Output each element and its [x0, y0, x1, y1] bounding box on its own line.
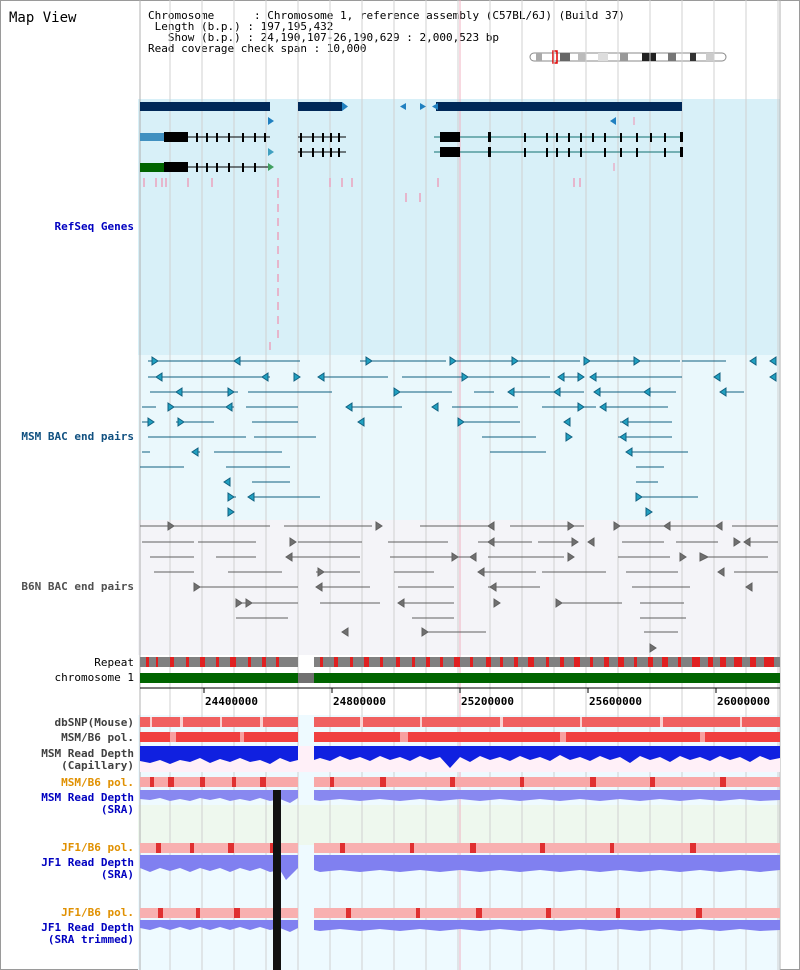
jf1-read-depth-sra-trimmed[interactable]: [140, 920, 780, 932]
label-msm-read-sra-1: MSM Read Depth: [41, 791, 134, 804]
label-msm-b6-pol-1: MSM/B6 pol.: [61, 731, 134, 744]
chromosome-ideogram[interactable]: [529, 50, 727, 64]
label-chromosome: chromosome 1: [54, 671, 134, 684]
grid-lines: [169, 0, 779, 970]
label-jf1-b6-pol-1: JF1/B6 pol.: [61, 841, 134, 854]
label-msm-read-cap-2: (Capillary): [61, 759, 134, 772]
label-jf1-read-trim-2: (SRA trimmed): [47, 933, 134, 946]
msm-read-depth-capillary[interactable]: [140, 746, 780, 772]
label-jf1-read-sra-2: (SRA): [100, 868, 134, 881]
jf1-read-depth-sra[interactable]: [140, 855, 780, 880]
chromosome-bar[interactable]: [140, 673, 780, 683]
info-chromosome: Chromosome : Chromosome 1, reference ass…: [148, 9, 625, 22]
info-length: Length (b.p.) : 197,195,432: [148, 20, 334, 33]
msm-b6-pol-track-1[interactable]: [140, 732, 780, 742]
axis-tick-label: 25600000: [589, 695, 642, 708]
axis-tick-label: 26000000: [717, 695, 770, 708]
msm-bac-pairs[interactable]: [140, 356, 777, 517]
label-b6n-bac: B6N BAC end pairs: [21, 580, 134, 593]
jf1-b6-pol-track-1[interactable]: [140, 843, 780, 853]
label-dbsnp: dbSNP(Mouse): [54, 716, 134, 729]
axis-tick-label: 24800000: [333, 695, 386, 708]
info-coverage: Read coverage check span : 10,000: [148, 42, 367, 55]
msm-sra-band: [138, 805, 780, 845]
gap-marker: [273, 790, 281, 970]
msm-read-depth-sra[interactable]: [140, 790, 780, 803]
label-msm-bac: MSM BAC end pairs: [21, 430, 134, 443]
axis-tick-label: 25200000: [461, 695, 514, 708]
gene-block: [298, 102, 342, 111]
label-jf1-read-sra-1: JF1 Read Depth: [41, 856, 134, 869]
gene-block: [436, 102, 682, 111]
dbsnp-heat-track[interactable]: [140, 717, 780, 727]
page-title: Map View: [9, 10, 77, 26]
axis-tick-label: 24400000: [205, 695, 258, 708]
refseq-genes[interactable]: [140, 102, 683, 350]
label-msm-read-cap-1: MSM Read Depth: [41, 747, 134, 760]
chromosome-info: Chromosome : Chromosome 1, reference ass…: [148, 10, 625, 54]
jf1-b6-pol-track-2[interactable]: [140, 908, 780, 918]
label-repeat: Repeat: [94, 656, 134, 669]
label-jf1-b6-pol-2: JF1/B6 pol.: [61, 906, 134, 919]
ideogram-position-marker: [552, 50, 558, 64]
b6n-bac-pairs[interactable]: [140, 521, 778, 653]
label-refseq-genes: RefSeq Genes: [54, 220, 134, 233]
gene-block: [140, 102, 270, 111]
label-jf1-read-trim-1: JF1 Read Depth: [41, 921, 134, 934]
label-msm-b6-pol-2: MSM/B6 pol.: [61, 776, 134, 789]
label-msm-read-sra-2: (SRA): [100, 803, 134, 816]
position-axis: [140, 687, 780, 693]
repeat-track[interactable]: [140, 657, 780, 667]
msm-b6-pol-track-2[interactable]: [140, 777, 780, 787]
